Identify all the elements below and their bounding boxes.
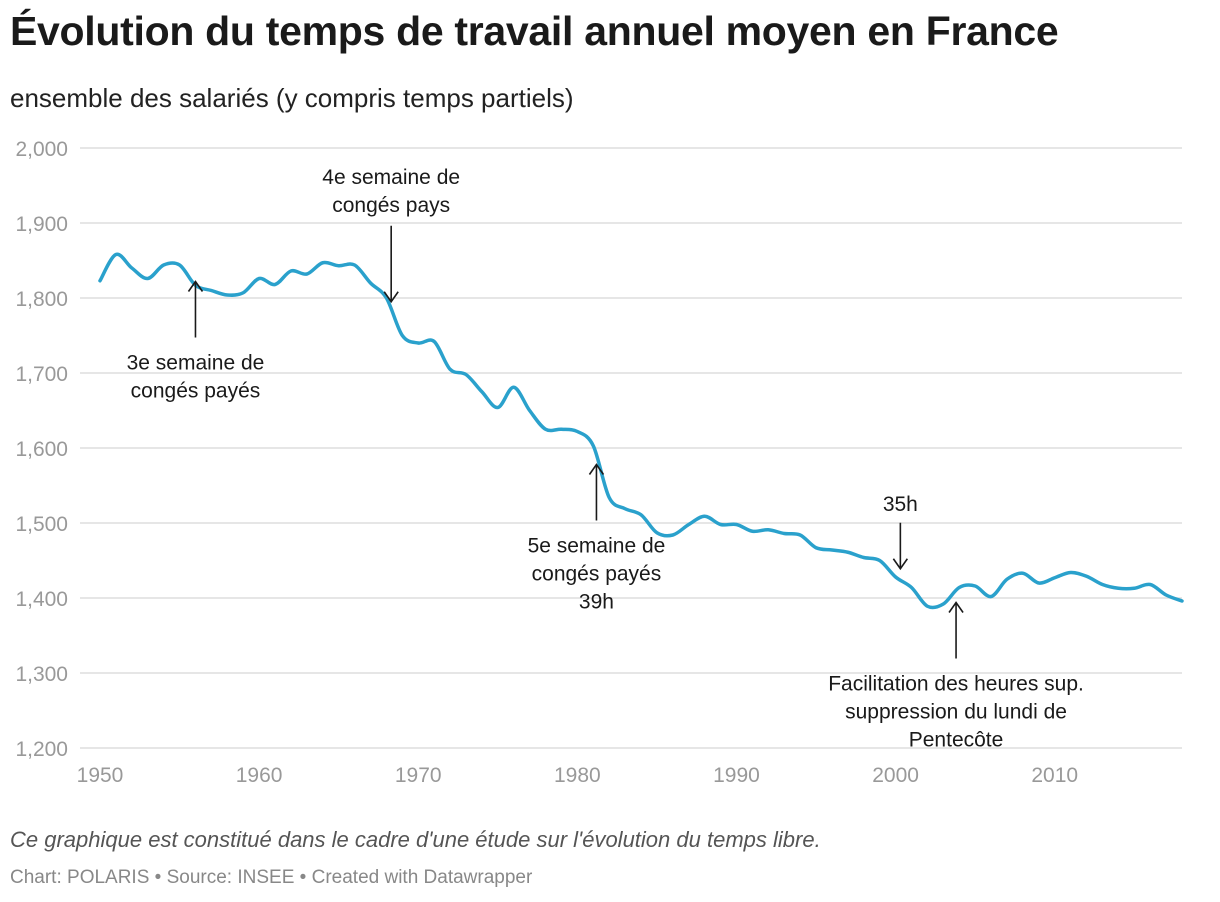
x-tick-label: 1950 xyxy=(77,764,124,787)
data-series-line xyxy=(98,252,1184,610)
annotation-label: congés payés xyxy=(532,563,662,586)
y-tick-label: 2,000 xyxy=(15,138,68,161)
y-tick-label: 1,400 xyxy=(15,588,68,611)
y-tick-label: 1,900 xyxy=(15,213,68,236)
annotation-arrow-head xyxy=(187,280,204,292)
chart-note: Ce graphique est constitué dans le cadre… xyxy=(10,827,821,852)
source-credit: Source: INSEE xyxy=(166,867,295,888)
annotation-label: 39h xyxy=(579,591,614,614)
y-tick-label: 1,200 xyxy=(15,738,68,761)
x-tick-label: 2000 xyxy=(872,764,919,787)
y-tick-label: 1,300 xyxy=(15,663,68,686)
annotation-arrow-head xyxy=(892,558,909,571)
chart-title: Évolution du temps de travail annuel moy… xyxy=(10,8,1059,54)
footer-separator: • xyxy=(299,867,307,888)
annotation-label: 4e semaine de xyxy=(322,166,460,189)
annotation-arrow-head xyxy=(588,463,605,475)
annotation: 3e semaine de congés payés xyxy=(127,280,265,403)
annotation-label: Facilitation des heures sup. xyxy=(828,673,1084,696)
x-tick-label: 1990 xyxy=(713,764,760,787)
tool-credit: Created with Datawrapper xyxy=(311,867,533,888)
y-tick-label: 1,800 xyxy=(15,288,68,311)
annotation-arrow-head xyxy=(948,601,964,613)
x-tick-label: 2010 xyxy=(1031,764,1078,787)
annotation-label: 3e semaine de xyxy=(127,352,265,375)
x-tick-label: 1960 xyxy=(236,764,283,787)
line-chart: 1,200 1,300 1,400 1,500 1,600 1,700 1,800 1,900… xyxy=(15,138,1184,787)
annotation: 35h xyxy=(883,493,918,571)
footer-separator: • xyxy=(154,867,162,888)
y-tick-label: 1,700 xyxy=(15,363,68,386)
x-tick-label: 1980 xyxy=(554,764,601,787)
y-tick-label: 1,500 xyxy=(15,513,68,536)
y-tick-label: 1,600 xyxy=(15,438,68,461)
annotation-label: 5e semaine de xyxy=(528,535,666,558)
chart-subtitle: ensemble des salariés (y compris temps p… xyxy=(10,83,574,113)
chart-footer: Chart: POLARIS • Source: INSEE • Created… xyxy=(10,867,532,889)
annotation-label: 35h xyxy=(883,493,918,516)
annotation: 4e semaine de congés pays xyxy=(322,166,460,304)
x-tick-label: 1970 xyxy=(395,764,442,787)
annotation: 5e semaine de congés payés 39h xyxy=(528,463,666,614)
annotation-label: congés payés xyxy=(131,380,261,403)
annotation-label: suppression du lundi de xyxy=(845,701,1067,724)
annotation-label: Pentecôte xyxy=(909,729,1004,752)
annotation: Facilitation des heures sup. suppression … xyxy=(828,601,1084,752)
chart-credit: Chart: POLARIS xyxy=(10,867,150,888)
annotation-label: congés pays xyxy=(332,194,450,217)
annotation-arrow-head xyxy=(383,291,399,304)
